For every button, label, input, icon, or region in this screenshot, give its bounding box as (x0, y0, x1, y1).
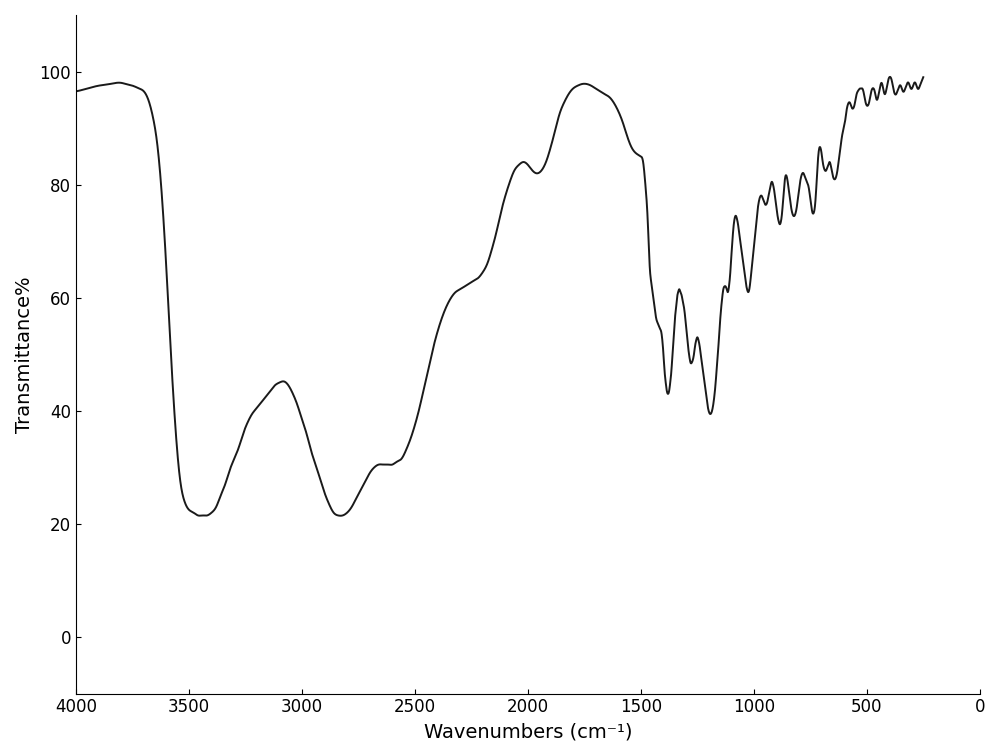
Y-axis label: Transmittance%: Transmittance% (15, 276, 34, 432)
X-axis label: Wavenumbers (cm⁻¹): Wavenumbers (cm⁻¹) (424, 722, 632, 741)
